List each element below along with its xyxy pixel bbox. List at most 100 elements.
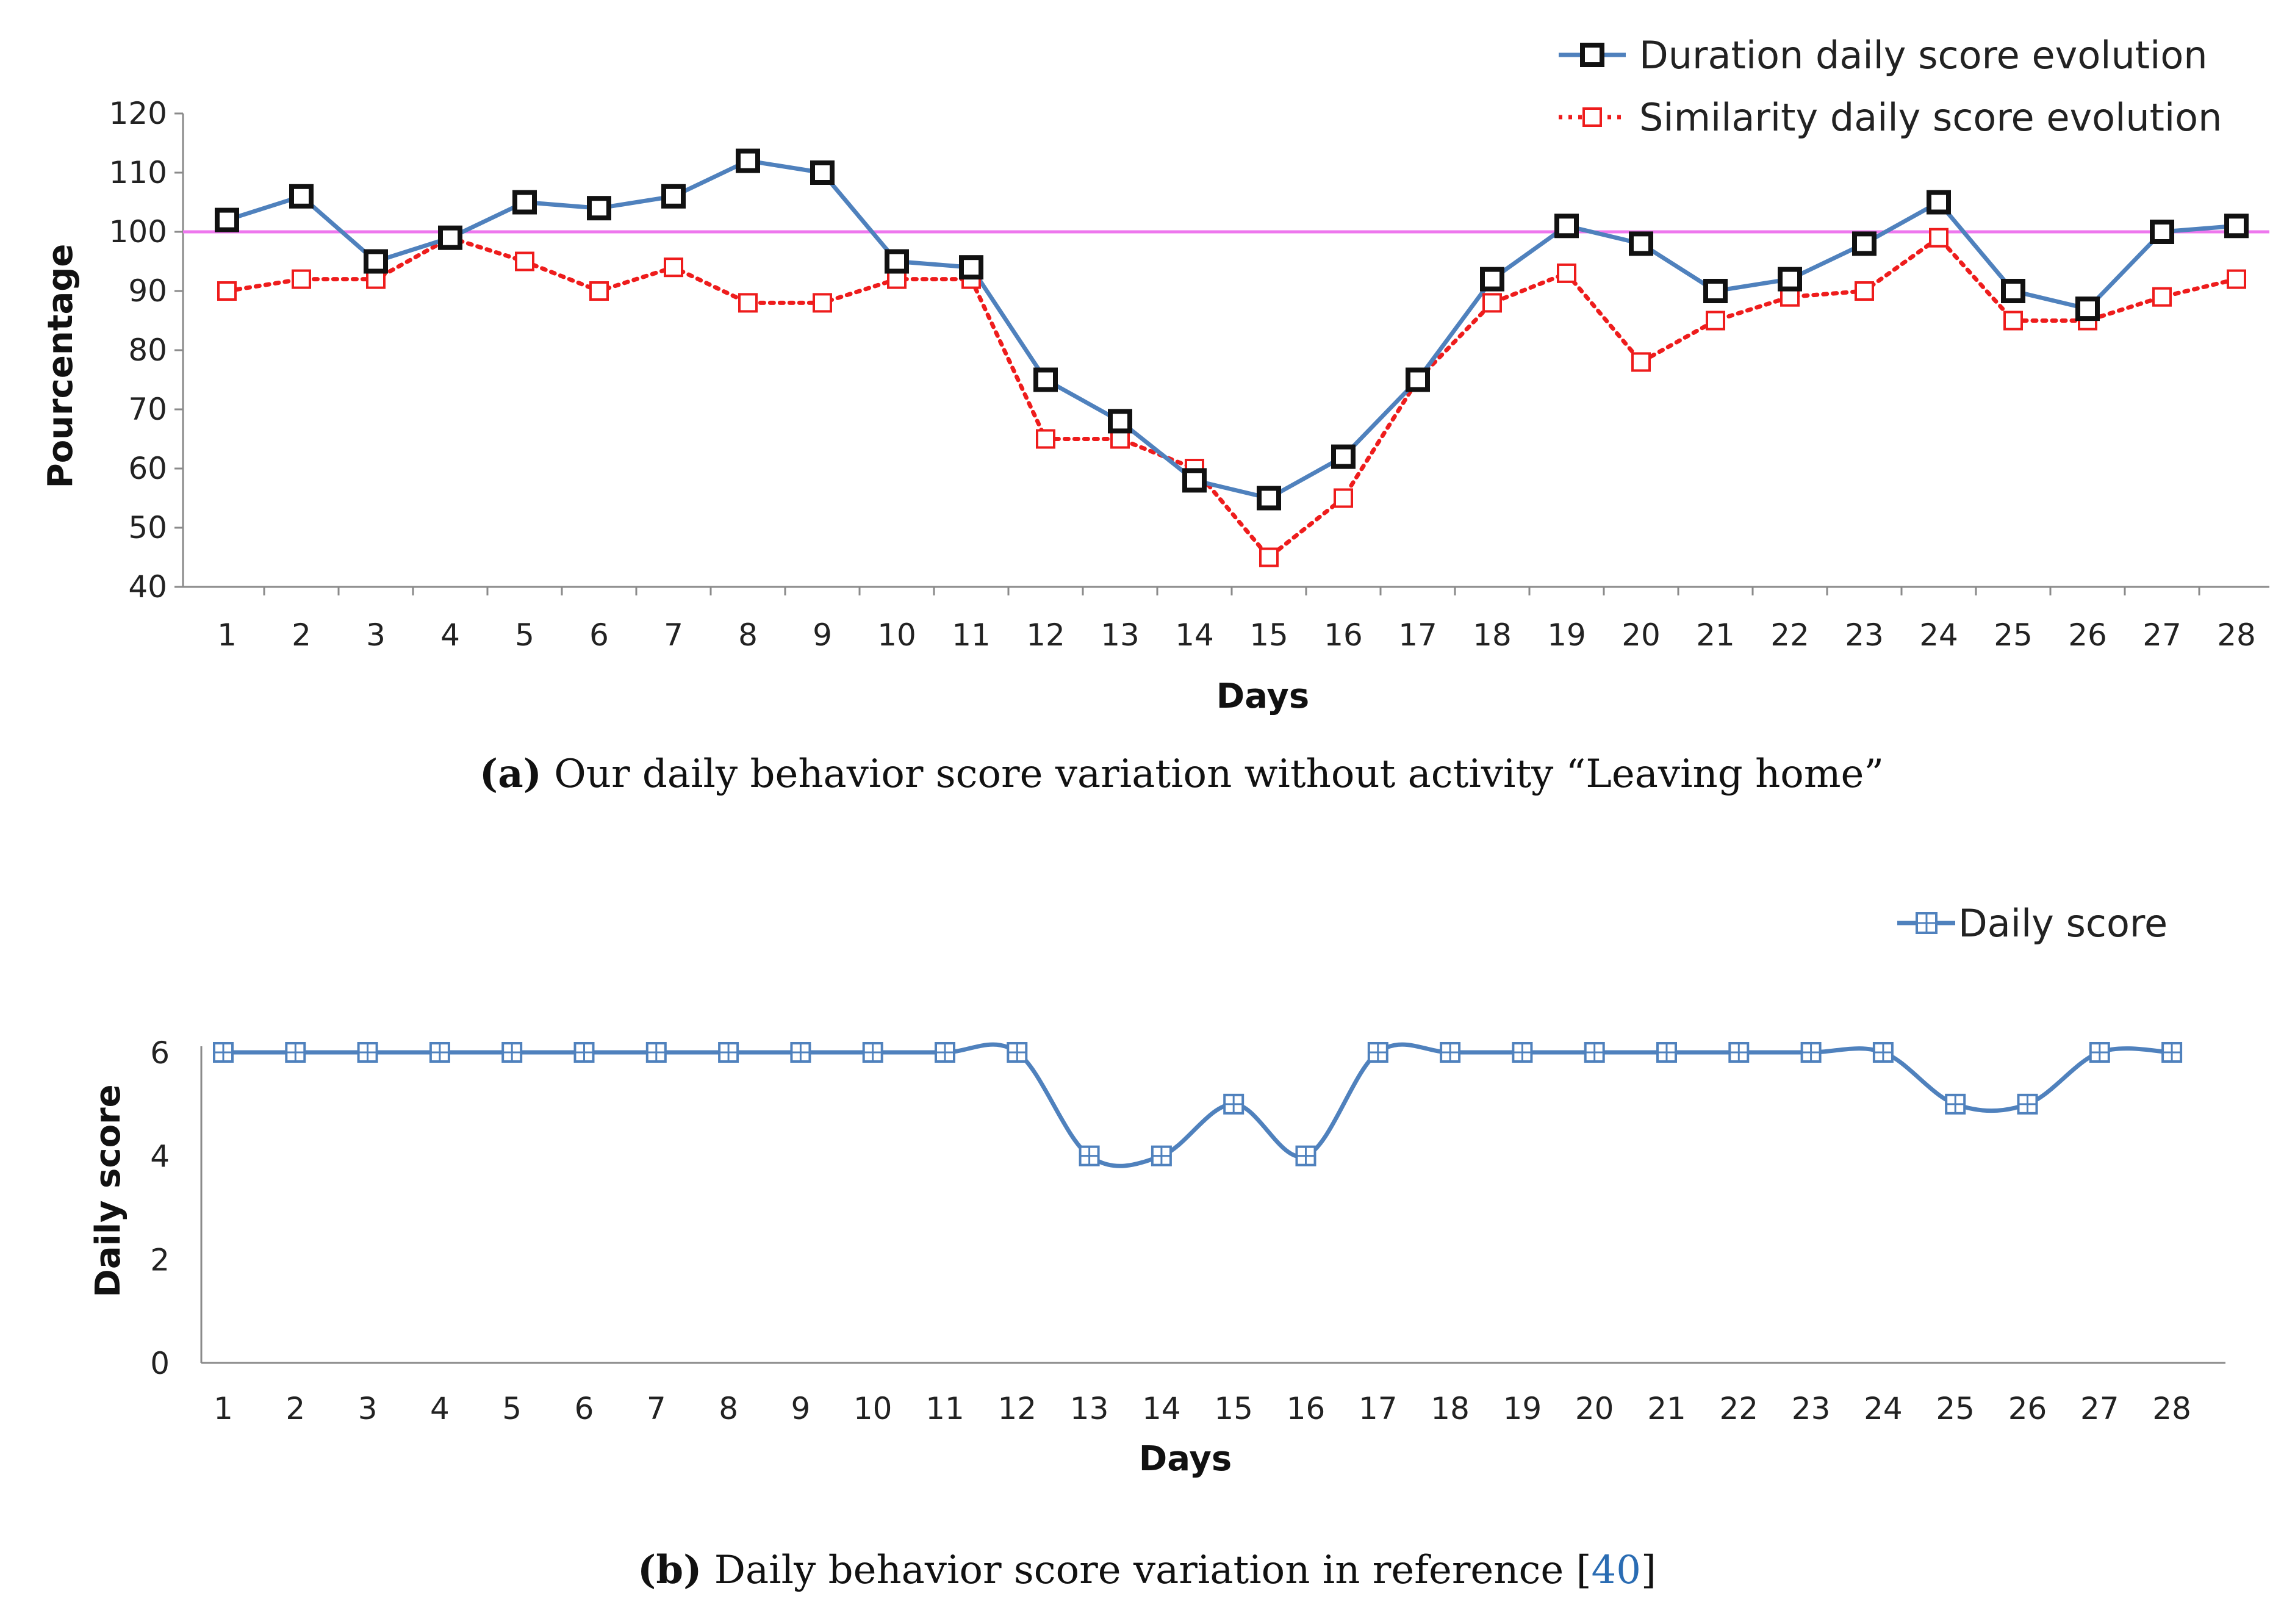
chart-b-x-tick-label: 15 (1214, 1391, 1253, 1426)
chart-b-y-tick-label: 2 (150, 1242, 170, 1277)
chart-b-x-tick-label: 12 (997, 1391, 1036, 1426)
duration-point (215, 207, 239, 232)
duration-point (810, 160, 835, 185)
chart-b-y-tick-label: 4 (150, 1139, 170, 1174)
daily-score-point (1800, 1042, 1822, 1063)
chart-a-y-tick-label: 80 (128, 332, 167, 368)
chart-b-legend: Daily score (1897, 901, 2168, 946)
chart-a-x-tick-label: 23 (1845, 617, 1884, 653)
chart-a-caption-label: (a) (479, 751, 542, 797)
duration-series-line (226, 159, 2237, 500)
chart-a-x-tick-label: 27 (2142, 617, 2182, 653)
chart-a-x-tick-label: 6 (589, 617, 609, 653)
daily-score-point (645, 1042, 667, 1063)
chart-a-axes (174, 112, 2269, 595)
legend-label-daily-score: Daily score (1958, 901, 2168, 946)
chart-a-y-tick-label: 40 (128, 569, 167, 605)
chart-a-x-tick-label: 28 (2217, 617, 2256, 653)
chart-b-x-tick-label: 21 (1647, 1391, 1686, 1426)
chart-a-x-tick-label: 10 (877, 617, 916, 653)
daily-score-point (213, 1042, 234, 1063)
daily-score-point (1007, 1042, 1028, 1063)
daily-score-point (1945, 1093, 1966, 1115)
chart-b-ylabel: Daily score (88, 1084, 128, 1297)
daily-score-point (935, 1042, 955, 1063)
similarity-point (2003, 311, 2023, 331)
duration-point (1033, 367, 1058, 392)
duration-point (1703, 279, 1728, 303)
chart-a-caption-text: Our daily behavior score variation witho… (542, 752, 1884, 797)
duration-point (1554, 214, 1579, 239)
chart-b-x-tick-label: 9 (791, 1391, 810, 1426)
chart-a-x-tick-label: 24 (1919, 617, 1958, 653)
chart-b-caption-ref-link[interactable]: 40 (1592, 1548, 1641, 1593)
legend-label-similarity: Similarity daily score evolution (1639, 95, 2222, 140)
duration-point (512, 190, 537, 215)
duration-point (2150, 220, 2174, 244)
legend-label-duration: Duration daily score evolution (1639, 33, 2208, 77)
daily-score-point (1295, 1145, 1316, 1166)
duration-point (2075, 296, 2100, 322)
chart-b-x-tick-label: 17 (1359, 1391, 1398, 1426)
similarity-point (1036, 429, 1055, 449)
chart-b-x-tick-label: 28 (2152, 1391, 2191, 1426)
chart-b-caption-label: (b) (638, 1547, 702, 1593)
similarity-point (589, 281, 609, 301)
similarity-point (1482, 293, 1502, 313)
similarity-point (1855, 281, 1874, 301)
chart-a-xlabel: Days (1216, 677, 1309, 716)
daily-score-point (1584, 1042, 1605, 1063)
chart-b-x-tick-label: 11 (925, 1391, 964, 1426)
chart-b-x-tick-label: 16 (1287, 1391, 1326, 1426)
similarity-point (1557, 263, 1576, 283)
chart-a-x-tick-label: 26 (2068, 617, 2107, 653)
chart-a-x-tick-label: 17 (1398, 617, 1437, 653)
chart-a-x-tick-label: 4 (440, 617, 460, 653)
chart-b-x-tick-label: 18 (1431, 1391, 1470, 1426)
chart-a-x-tick-label: 18 (1473, 617, 1512, 653)
chart-b-x-tick-label: 4 (430, 1391, 450, 1426)
legend-item-similarity: Similarity daily score evolution (1559, 95, 2222, 140)
chart-b-x-tick-label: 10 (853, 1391, 892, 1426)
similarity-point (2152, 287, 2172, 307)
chart-b-x-tick-label: 23 (1792, 1391, 1831, 1426)
daily-score-point (285, 1042, 306, 1063)
daily-score-point (1079, 1145, 1100, 1166)
legend-item-daily-score: Daily score (1897, 901, 2168, 946)
chart-b-x-tick-label: 20 (1575, 1391, 1614, 1426)
chart-a-y-tick-label: 50 (128, 510, 167, 545)
daily-score-point (718, 1042, 739, 1063)
daily-score-point (357, 1042, 378, 1063)
chart-b-series (213, 1042, 2183, 1168)
duration-point (1406, 367, 1430, 392)
chart-a-x-tick-label: 20 (1622, 617, 1661, 653)
chart-a-x-tick-label: 3 (366, 617, 386, 653)
similarity-point (2227, 269, 2246, 289)
similarity-point (664, 257, 683, 278)
chart-b-y-tick-label: 6 (150, 1035, 170, 1071)
chart-b-x-tick-label: 8 (719, 1391, 738, 1426)
chart-b-y-tick-label: 0 (150, 1346, 170, 1381)
chart-b-x-tick-label: 25 (1936, 1391, 1975, 1426)
duration-point (959, 255, 983, 280)
chart-b-x-tick-label: 1 (214, 1391, 233, 1426)
chart-a-x-tick-label: 13 (1101, 617, 1140, 653)
duration-point (885, 249, 909, 274)
chart-b-caption-text: Daily behavior score variation in refere… (702, 1548, 1591, 1593)
duration-point (587, 196, 611, 221)
daily-score-point (1223, 1093, 1244, 1115)
chart-a-x-tick-label: 12 (1026, 617, 1065, 653)
chart-a-ylabel: Pourcentage (41, 244, 81, 489)
chart-a-x-tick-label: 1 (217, 617, 237, 653)
chart-b-caption-end: ] (1641, 1548, 1656, 1593)
chart-a-x-tick-label: 16 (1324, 617, 1363, 653)
duration-point (1108, 409, 1132, 434)
chart-b-x-tick-label: 26 (2008, 1391, 2047, 1426)
chart-a-x-tick-label: 14 (1175, 617, 1214, 653)
chart-b-x-tick-label: 13 (1070, 1391, 1109, 1426)
chart-a-y-tick-label: 100 (109, 214, 167, 250)
chart-b-caption: (b) Daily behavior score variation in re… (638, 1547, 1656, 1593)
